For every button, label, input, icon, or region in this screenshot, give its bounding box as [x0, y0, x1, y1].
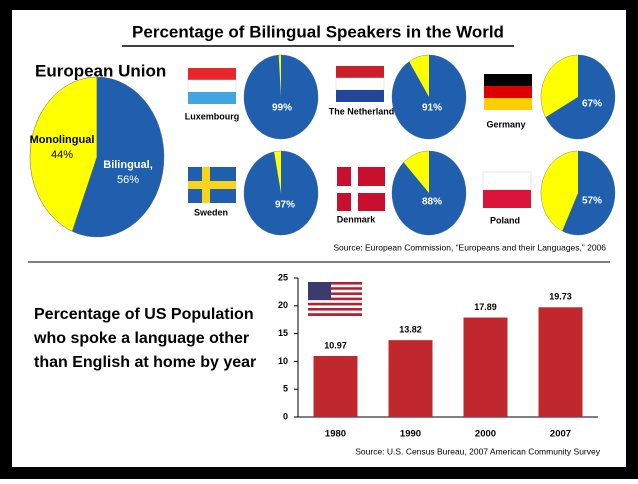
bar-title: Percentage of US Population: [34, 306, 254, 323]
flag-denmark: [337, 167, 385, 211]
x-tick-label: 1990: [400, 429, 421, 440]
pie-title: Sweden: [194, 207, 228, 217]
pie-slice: [244, 151, 319, 235]
pie-slice: [72, 76, 165, 238]
flag-usa: [308, 282, 362, 316]
value-label: 44%: [51, 149, 73, 161]
pie-title: The Netherlands: [329, 106, 400, 116]
bar-value-label: 19.73: [549, 292, 572, 302]
pie-title: Luxembourg: [185, 111, 240, 121]
flag-poland: [482, 171, 532, 208]
pie-slice: [29, 76, 98, 232]
bar: [463, 317, 508, 417]
value-label: 67%: [582, 99, 602, 110]
y-tick-label: 20: [278, 300, 288, 310]
bar-value-label: 17.89: [474, 302, 497, 312]
bar: [538, 307, 583, 417]
flag-sweden: [188, 167, 236, 203]
pie-slice: [244, 55, 319, 139]
pie-title: Germany: [486, 119, 525, 129]
x-tick-label: 2007: [550, 429, 571, 440]
pie-title: Poland: [490, 215, 520, 225]
value-label: 88%: [422, 197, 442, 208]
y-tick-label: 0: [283, 411, 288, 421]
bar: [388, 340, 433, 417]
pie-slice: [562, 151, 615, 235]
pie-title: European Union: [35, 61, 166, 80]
x-tick-label: 1980: [325, 429, 346, 440]
eu-source: Source: European Commission, “Europeans …: [333, 242, 606, 252]
x-tick-label: 2000: [475, 429, 496, 440]
bar-title: than English at home by year: [34, 354, 256, 371]
value-label: 97%: [275, 200, 295, 211]
pie-slice: [545, 55, 616, 139]
value-label: 56%: [117, 174, 139, 186]
value-label: 99%: [272, 103, 292, 114]
flag-luxembourg: [187, 68, 237, 104]
bar-value-label: 13.82: [399, 325, 422, 335]
flag-germany: [484, 74, 532, 110]
main-title: Percentage of Bilingual Speakers in the …: [132, 22, 504, 41]
y-tick-label: 25: [278, 272, 288, 282]
flag-netherlands: [335, 66, 385, 102]
value-label: 91%: [422, 103, 442, 114]
pie-slice: [392, 55, 466, 139]
value-label: 57%: [582, 196, 602, 207]
y-tick-label: 10: [278, 356, 288, 366]
category-label: Bilingual,: [103, 159, 153, 171]
y-tick-label: 15: [278, 328, 288, 338]
category-label: Monolingual: [30, 134, 95, 146]
pie-slice: [392, 151, 466, 235]
pie-title: Denmark: [337, 214, 377, 224]
bar-title: who spoke a language other: [33, 330, 249, 347]
bar-value-label: 10.97: [324, 340, 347, 350]
bar: [313, 356, 358, 417]
y-tick-label: 5: [283, 384, 288, 394]
bar-source: Source: U.S. Census Bureau, 2007 America…: [355, 446, 600, 456]
